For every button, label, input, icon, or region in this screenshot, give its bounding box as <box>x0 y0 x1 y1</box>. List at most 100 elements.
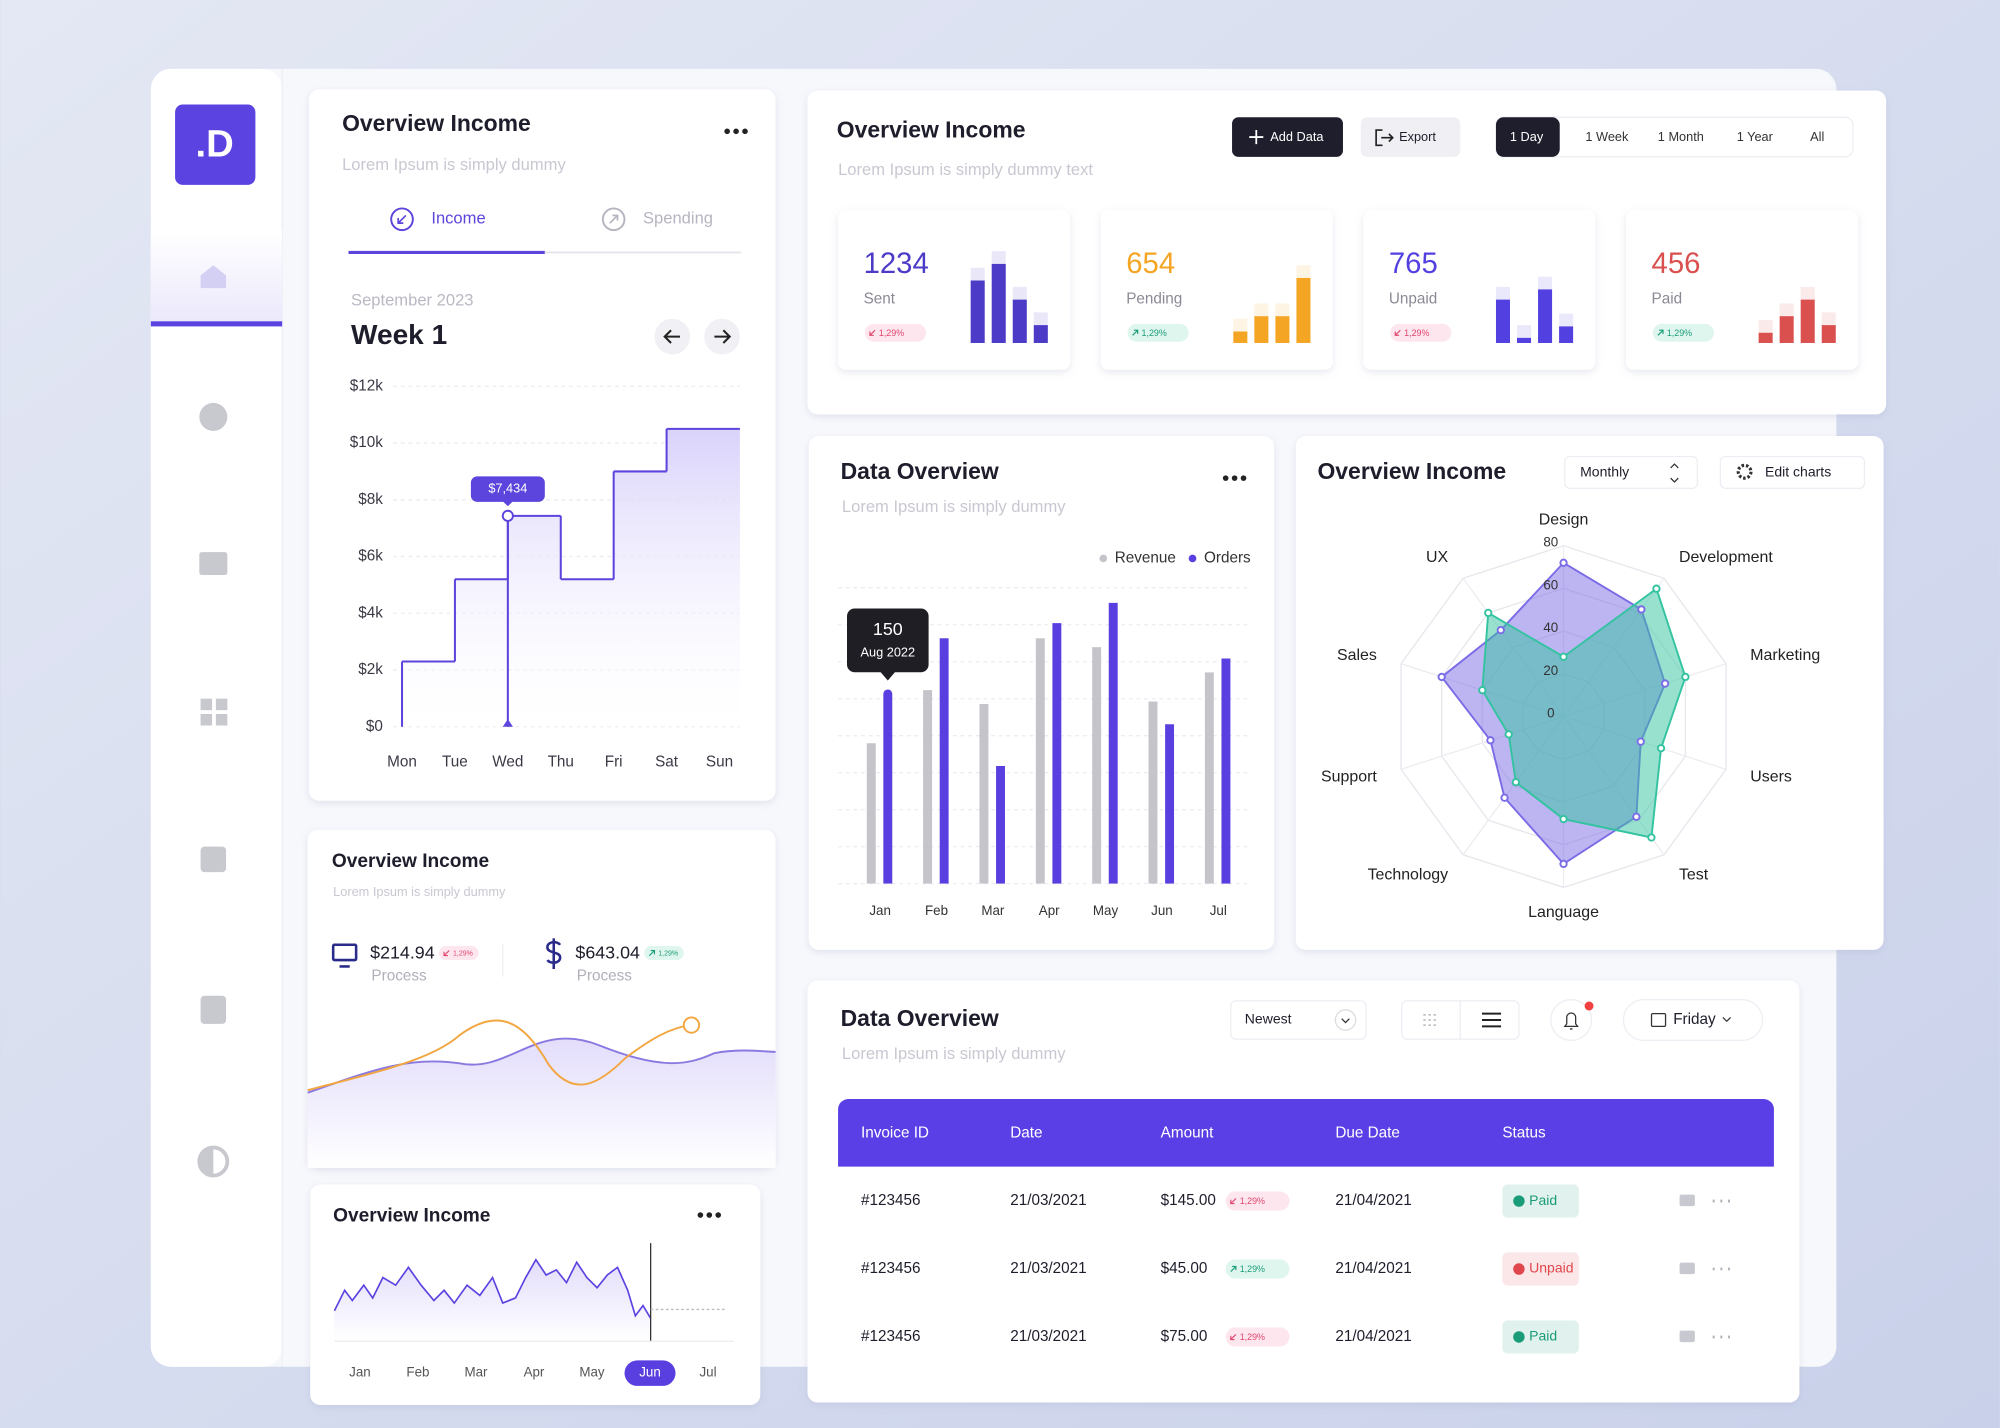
month-label[interactable]: Feb <box>406 1365 429 1380</box>
mini-bar <box>1800 299 1815 343</box>
mini-bar <box>1821 325 1836 343</box>
panel-subtitle: Lorem Ipsum is simply dummy <box>333 884 506 899</box>
period-select[interactable] <box>1564 455 1699 489</box>
month-label[interactable]: Jul <box>699 1365 716 1380</box>
r-tick-label: 40 <box>1543 620 1558 635</box>
change-badge <box>1225 1259 1290 1279</box>
column-header: Due Date <box>1335 1125 1400 1142</box>
r-tick-label: 60 <box>1543 577 1558 592</box>
select-icon <box>1670 463 1679 483</box>
tooltip-label: $7,434 <box>488 480 527 495</box>
notification-button[interactable] <box>1550 998 1593 1042</box>
range-label[interactable]: 1 Month <box>1658 129 1704 144</box>
trend-arrow <box>443 950 450 957</box>
chevron-circle <box>1334 1009 1357 1031</box>
bar <box>1221 658 1231 884</box>
theme-icon-half <box>199 1147 214 1176</box>
tab-label[interactable]: Income <box>431 209 485 228</box>
stat-value: 765 <box>1389 247 1438 280</box>
cell: 21/03/2021 <box>1010 1260 1086 1277</box>
x-tick-label: Jun <box>1151 903 1173 918</box>
panel-title: Data Overview <box>841 458 999 484</box>
print-icon[interactable] <box>1679 1330 1695 1343</box>
next-button[interactable] <box>704 318 740 355</box>
bar <box>1148 701 1158 884</box>
amount: $643.04 <box>575 942 640 962</box>
cell: 21/03/2021 <box>1010 1192 1086 1209</box>
column-header: Invoice ID <box>861 1125 929 1142</box>
activity-icon[interactable] <box>199 402 228 431</box>
bar <box>1204 672 1214 884</box>
card-icon[interactable] <box>199 552 228 576</box>
edit-charts-button[interactable] <box>1719 455 1866 489</box>
process-point <box>682 1016 701 1034</box>
sidebar: .D <box>150 68 283 1367</box>
change-badge <box>1390 323 1452 342</box>
grid-view-icon[interactable] <box>1423 1014 1439 1026</box>
sort-select[interactable] <box>1230 1000 1367 1040</box>
month-label[interactable]: Jan <box>349 1365 371 1380</box>
more-menu[interactable] <box>724 128 748 135</box>
cell: #123456 <box>861 1328 921 1345</box>
month-label[interactable]: Jun <box>639 1365 661 1380</box>
mini-bar <box>1758 332 1773 343</box>
logo-box[interactable] <box>175 104 256 185</box>
month-label[interactable]: May <box>579 1365 605 1380</box>
status-pill <box>1502 1184 1579 1218</box>
stat-value: 654 <box>1126 247 1175 280</box>
prev-button[interactable] <box>654 318 691 355</box>
mini-bar <box>1033 325 1048 343</box>
column-header: Status <box>1502 1125 1546 1142</box>
chevron <box>1722 1016 1732 1023</box>
export-icon <box>1375 129 1394 147</box>
list-view-icon[interactable] <box>1481 1012 1502 1028</box>
print-icon[interactable] <box>1679 1194 1695 1207</box>
radar-point <box>1559 652 1568 661</box>
change-label: 1,29% <box>1142 328 1167 338</box>
month-label[interactable]: Mar <box>464 1365 488 1380</box>
apps-icon[interactable] <box>200 698 228 726</box>
month-pill <box>624 1360 676 1386</box>
range-label[interactable]: 1 Week <box>1585 129 1629 144</box>
change-badge <box>1652 323 1714 342</box>
stat-value: 1234 <box>864 247 929 280</box>
panel-title: Overview Income <box>1317 458 1506 484</box>
more-menu[interactable] <box>1222 475 1247 481</box>
month-label[interactable]: Apr <box>524 1365 545 1380</box>
period: September 2023 <box>351 290 473 309</box>
range-label[interactable]: 1 Day <box>1510 129 1544 144</box>
contacts-icon[interactable] <box>200 995 227 1024</box>
status: Paid <box>1529 1328 1557 1344</box>
trend-arrow <box>869 329 876 336</box>
process-area <box>307 1038 776 1168</box>
cell: 21/04/2021 <box>1335 1328 1411 1345</box>
range-label[interactable]: 1 Year <box>1737 129 1774 144</box>
tab-icon <box>390 207 414 232</box>
column-header: Amount <box>1161 1125 1214 1142</box>
range-label[interactable]: All <box>1810 129 1824 144</box>
panel-title: Overview Income <box>333 1205 490 1226</box>
mini-bar <box>1779 316 1794 343</box>
export-button[interactable] <box>1360 117 1461 157</box>
panel-title: Data Overview <box>841 1005 999 1031</box>
change-label: 1,29% <box>658 951 678 958</box>
home-icon[interactable] <box>200 265 227 289</box>
print-icon[interactable] <box>1679 1262 1695 1275</box>
day-select[interactable] <box>1622 998 1764 1042</box>
radar-point <box>1484 608 1493 618</box>
mini-bar <box>1254 316 1269 343</box>
x-tick-label: Tue <box>442 753 468 770</box>
area-fill <box>402 428 740 727</box>
x-tick-label: Jan <box>869 903 891 918</box>
add-data-button[interactable] <box>1232 117 1343 157</box>
tab-label[interactable]: Spending <box>643 209 713 228</box>
trend-arrow <box>1132 329 1139 336</box>
more-menu[interactable] <box>697 1212 722 1218</box>
archive-icon[interactable] <box>200 846 227 873</box>
bar <box>866 743 876 884</box>
legend-label: Revenue <box>1115 549 1176 566</box>
cell: $75.00 <box>1161 1328 1208 1345</box>
cell: $45.00 <box>1161 1260 1208 1277</box>
radar-point <box>1636 737 1645 746</box>
axis-label: Test <box>1679 867 1709 884</box>
